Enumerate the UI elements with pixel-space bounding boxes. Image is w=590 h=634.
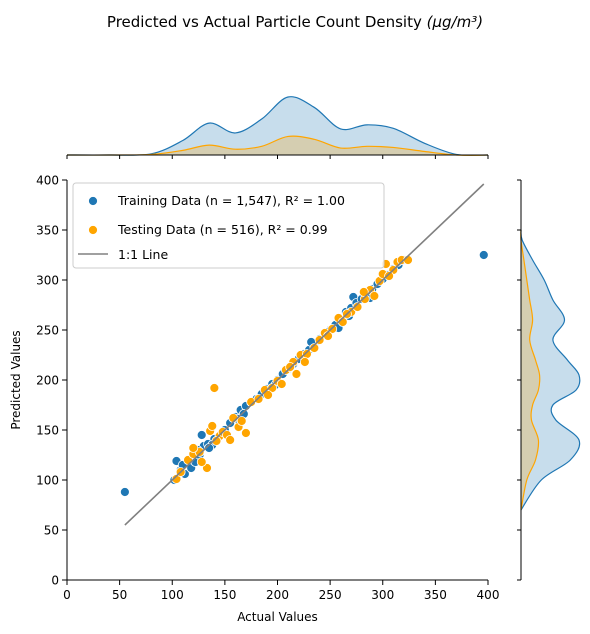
top-training-density-line	[66, 96, 489, 157]
right-training-density-line	[520, 229, 581, 511]
testing-point-8	[207, 421, 218, 431]
testing-point-23	[291, 369, 302, 379]
chart-title: Predicted vs Actual Particle Count Densi…	[107, 13, 483, 31]
y-tick-label-250: 250	[36, 324, 59, 338]
training-point-1	[478, 250, 489, 260]
testing-point-44	[188, 443, 199, 453]
legend: Training Data (n = 1,547), R² = 1.00 Tes…	[72, 182, 385, 269]
x-tick-label-300: 300	[371, 588, 394, 602]
y-tick-label-0: 0	[51, 574, 59, 588]
x-tick-label-150: 150	[213, 588, 236, 602]
testing-point-36	[369, 291, 380, 301]
legend-box	[72, 182, 385, 269]
testing-point-49	[276, 379, 287, 389]
testing-point-15	[241, 428, 251, 438]
y-axis-ticks: 0 50 100 150 200 250 300 350 400	[36, 174, 67, 588]
y-tick-label-50: 50	[44, 524, 59, 538]
testing-point-26	[309, 343, 320, 353]
testing-point-45	[196, 457, 207, 467]
top-testing-density-fill	[67, 136, 488, 156]
right-testing-density-line	[520, 229, 541, 511]
y-tick-label-100: 100	[36, 474, 59, 488]
x-tick-label-250: 250	[319, 588, 342, 602]
y-tick-label-150: 150	[36, 424, 59, 438]
x-tick-label-400: 400	[477, 588, 500, 602]
right-marginal-plot	[517, 179, 581, 581]
testing-point-55	[384, 271, 394, 281]
top-testing-density-line	[66, 135, 489, 156]
testing-point-47	[236, 416, 247, 426]
y-tick-label-350: 350	[36, 224, 59, 238]
testing-point-12	[225, 435, 236, 445]
y-tick-label-200: 200	[36, 374, 59, 388]
right-testing-density-fill	[520, 230, 540, 510]
x-tick-label-50: 50	[112, 588, 127, 602]
testing-point-46	[211, 436, 222, 446]
testing-point-33	[352, 302, 363, 312]
training-point-0	[119, 487, 130, 497]
y-tick-label-400: 400	[36, 174, 59, 188]
legend-training-marker	[88, 196, 98, 206]
y-tick-label-300: 300	[36, 274, 59, 288]
training-point-10	[196, 430, 207, 440]
testing-point-48	[263, 390, 273, 400]
y-axis-label: Predicted Values	[9, 330, 23, 429]
top-training-density-fill	[67, 96, 488, 156]
one-to-one-line-path	[124, 183, 485, 526]
legend-line-label: 1:1 Line	[118, 247, 168, 262]
testing-point-51	[299, 357, 310, 367]
training-point-58	[204, 443, 214, 453]
one-to-one-line	[124, 183, 485, 526]
testing-point-54	[358, 287, 369, 297]
x-tick-label-100: 100	[161, 588, 184, 602]
legend-training-label: Training Data (n = 1,547), R² = 1.00	[117, 193, 345, 208]
testing-point-0	[209, 383, 220, 393]
x-axis-label: Actual Values	[237, 610, 318, 624]
chart-title-text: Predicted vs Actual Particle Count Densi…	[107, 13, 427, 31]
right-training-density-fill	[520, 230, 580, 510]
top-marginal-plot	[66, 96, 489, 159]
legend-testing-marker	[88, 225, 98, 235]
x-tick-label-200: 200	[266, 588, 289, 602]
x-tick-label-350: 350	[424, 588, 447, 602]
x-tick-label-0: 0	[63, 588, 71, 602]
x-axis-ticks: 0 50 100 150 200 250 300 350 400	[63, 580, 499, 602]
chart-title-unit: (μg/m³)	[427, 13, 483, 31]
legend-testing-label: Testing Data (n = 516), R² = 0.99	[117, 222, 328, 237]
